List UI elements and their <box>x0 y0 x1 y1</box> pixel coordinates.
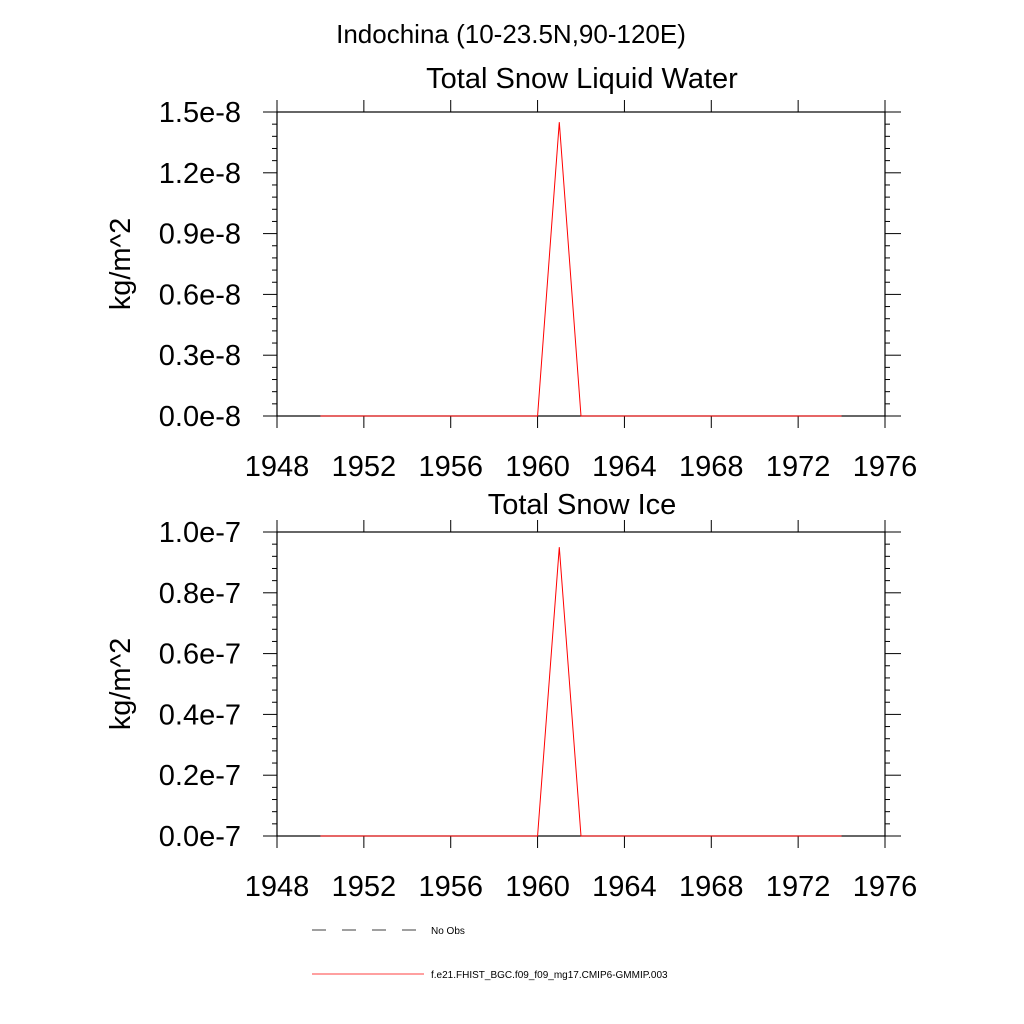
y-tick-label: 0.0e-8 <box>159 401 241 433</box>
y-tick-label: 0.3e-8 <box>159 340 241 372</box>
ticks <box>263 100 901 428</box>
x-tick-label: 1976 <box>853 871 918 903</box>
legend: No Obs f.e21.FHIST_BGC.f09_f09_mg17.CMIP… <box>312 926 668 981</box>
y-tick-label: 0.0e-7 <box>159 821 241 853</box>
y-tick-labels: 0.0e-7 0.2e-7 0.4e-7 0.6e-7 0.8e-7 1.0e-7 <box>159 517 241 853</box>
x-tick-label: 1964 <box>592 451 657 483</box>
x-tick-labels: 1948 1952 1956 1960 1964 1968 1972 1976 <box>245 451 918 483</box>
y-tick-label: 0.8e-7 <box>159 578 241 610</box>
y-axis-label: kg/m^2 <box>105 218 137 311</box>
x-tick-label: 1976 <box>853 451 918 483</box>
series <box>320 122 842 417</box>
x-tick-label: 1972 <box>766 871 831 903</box>
y-tick-label: 0.6e-8 <box>159 279 241 311</box>
y-axis-label: kg/m^2 <box>105 638 137 731</box>
y-tick-labels: 0.0e-8 0.3e-8 0.6e-8 0.9e-8 1.2e-8 1.5e-8 <box>159 97 241 433</box>
x-tick-label: 1960 <box>505 451 570 483</box>
chart-title: Total Snow Liquid Water <box>426 63 738 95</box>
panel-snow-liquid-water: Total Snow Liquid Water kg/m^2 1948 1952 1… <box>105 63 917 483</box>
y-tick-label: 0.2e-7 <box>159 760 241 792</box>
plot-frame <box>276 531 886 837</box>
series-line <box>320 122 842 417</box>
chart-title: Total Snow Ice <box>488 489 677 521</box>
plot-frame <box>276 111 886 417</box>
x-tick-label: 1960 <box>505 871 570 903</box>
y-tick-label: 1.2e-8 <box>159 158 241 190</box>
y-tick-label: 1.0e-7 <box>159 517 241 549</box>
x-tick-label: 1972 <box>766 451 831 483</box>
x-tick-label: 1948 <box>245 451 310 483</box>
series-line <box>320 547 842 837</box>
y-tick-label: 1.5e-8 <box>159 97 241 129</box>
panel-snow-ice: Total Snow Ice kg/m^2 1948 1952 1956 1960 19… <box>105 489 917 903</box>
legend-label-no-obs: No Obs <box>431 926 465 937</box>
series <box>320 547 842 837</box>
x-tick-label: 1956 <box>418 451 483 483</box>
x-tick-label: 1968 <box>679 871 744 903</box>
x-tick-label: 1948 <box>245 871 310 903</box>
x-tick-label: 1952 <box>332 451 397 483</box>
page-title: Indochina (10-23.5N,90-120E) <box>336 19 686 49</box>
x-tick-label: 1956 <box>418 871 483 903</box>
y-tick-label: 0.6e-7 <box>159 639 241 671</box>
y-tick-label: 0.4e-7 <box>159 699 241 731</box>
y-tick-label: 0.9e-8 <box>159 219 241 251</box>
x-tick-label: 1964 <box>592 871 657 903</box>
x-tick-label: 1968 <box>679 451 744 483</box>
legend-label-model: f.e21.FHIST_BGC.f09_f09_mg17.CMIP6-GMMIP… <box>431 970 668 981</box>
ticks <box>263 520 901 848</box>
x-tick-labels: 1948 1952 1956 1960 1964 1968 1972 1976 <box>245 871 918 903</box>
x-tick-label: 1952 <box>332 871 397 903</box>
